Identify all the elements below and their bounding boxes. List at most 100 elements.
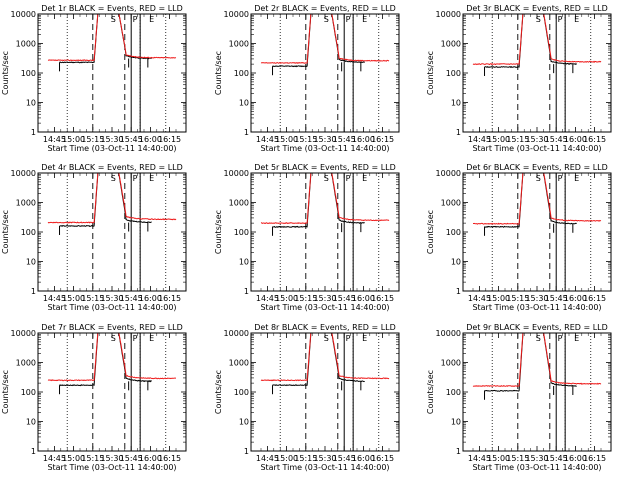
plot-area — [47, 333, 176, 451]
x-tick-label: 14:45 — [468, 135, 491, 144]
x-tick-label: 16:15 — [371, 294, 394, 303]
x-tick-label: 15:15 — [294, 454, 317, 463]
x-tick-label: 15:30 — [313, 294, 336, 303]
lld-series-line — [260, 333, 390, 382]
events-series-line — [484, 14, 577, 69]
chart-panel-6: Det 6r BLACK = Events, RED = LLD Counts/s… — [426, 163, 612, 312]
x-tick-label: 14:45 — [43, 294, 66, 303]
y-tick-label: 1000 — [229, 199, 249, 208]
y-tick-label: 10000 — [224, 10, 249, 19]
y-tick-label: 1000 — [229, 359, 249, 368]
x-axis-label: Start Time (03-Oct-11 14:40:00) — [472, 463, 601, 472]
marker-label: E — [149, 174, 154, 183]
y-tick-label: 1000 — [229, 40, 249, 49]
marker-label: E — [149, 334, 154, 343]
y-axis-label: Counts/sec — [1, 370, 10, 414]
plot-area — [472, 333, 602, 451]
y-tick-label: 10000 — [11, 169, 36, 178]
x-tick-label: 15:00 — [275, 294, 298, 303]
x-tick-label: 15:30 — [100, 454, 123, 463]
marker-label: P — [346, 334, 351, 343]
marker-label: P — [558, 174, 563, 183]
y-axis-label: Counts/sec — [214, 370, 223, 414]
x-tick-label: 14:45 — [43, 454, 66, 463]
x-tick-label: 16:00 — [564, 454, 587, 463]
marker-label: E — [362, 174, 367, 183]
y-tick-label: 10000 — [224, 169, 249, 178]
plot-area — [260, 333, 390, 451]
y-axis-label: Counts/sec — [426, 51, 435, 95]
x-tick-label: 15:15 — [506, 454, 529, 463]
x-tick-label: 15:45 — [333, 294, 356, 303]
x-tick-label: 14:45 — [468, 454, 491, 463]
x-tick-label: 15:00 — [487, 135, 510, 144]
marker-label: E — [149, 15, 154, 24]
x-tick-label: 15:15 — [294, 294, 317, 303]
marker-label: E — [362, 15, 367, 24]
x-tick-label: 15:30 — [525, 135, 548, 144]
y-tick-label: 1 — [456, 287, 461, 296]
chart-panel-1: Det 1r BLACK = Events, RED = LLD Counts/s… — [1, 4, 187, 153]
x-tick-label: 15:15 — [294, 135, 317, 144]
lld-series-line — [260, 173, 390, 225]
chart-panel-3: Det 3r BLACK = Events, RED = LLD Counts/s… — [426, 4, 612, 153]
y-axis-label: Counts/sec — [1, 51, 10, 95]
x-tick-label: 14:45 — [43, 135, 66, 144]
y-tick-label: 1000 — [441, 40, 461, 49]
lld-series-line — [473, 173, 602, 225]
x-tick-label: 15:45 — [120, 454, 143, 463]
y-tick-label: 1 — [244, 287, 249, 296]
x-axis-label: Start Time (03-Oct-11 14:40:00) — [472, 303, 601, 312]
x-axis-label: Start Time (03-Oct-11 14:40:00) — [260, 303, 389, 312]
x-tick-label: 16:00 — [139, 135, 162, 144]
chart-title: Det 9r BLACK = Events, RED = LLD — [466, 323, 608, 332]
y-tick-label: 10 — [26, 99, 36, 108]
events-series-line — [272, 173, 365, 228]
x-tick-label: 16:15 — [158, 454, 181, 463]
x-tick-label: 15:30 — [525, 454, 548, 463]
marker-label: E — [362, 334, 367, 343]
x-tick-label: 15:00 — [275, 454, 298, 463]
marker-label: S — [324, 15, 329, 24]
marker-label: E — [574, 15, 579, 24]
x-tick-label: 16:15 — [583, 454, 606, 463]
chart-panel-5: Det 5r BLACK = Events, RED = LLD Counts/s… — [214, 163, 400, 312]
marker-label: E — [574, 334, 579, 343]
lld-series-line — [47, 14, 177, 62]
plot-area — [472, 14, 602, 132]
y-tick-label: 1000 — [16, 199, 36, 208]
x-axis-label: Start Time (03-Oct-11 14:40:00) — [260, 463, 389, 472]
x-tick-label: 14:45 — [256, 135, 279, 144]
x-tick-label: 15:45 — [545, 454, 568, 463]
lld-series-line — [260, 14, 390, 64]
plot-area — [47, 173, 177, 291]
events-series-line — [59, 173, 152, 227]
chart-panel-7: Det 7r BLACK = Events, RED = LLD Counts/s… — [1, 323, 187, 472]
x-tick-label: 15:45 — [545, 294, 568, 303]
plot-frame — [462, 332, 612, 452]
x-tick-label: 16:00 — [352, 135, 375, 144]
y-tick-label: 10 — [239, 258, 249, 267]
y-tick-label: 1 — [31, 447, 36, 456]
x-tick-label: 15:00 — [275, 135, 298, 144]
x-tick-label: 15:45 — [120, 135, 143, 144]
x-tick-label: 15:15 — [81, 454, 104, 463]
x-axis-label: Start Time (03-Oct-11 14:40:00) — [47, 303, 176, 312]
y-tick-label: 1 — [31, 128, 36, 137]
x-axis-label: Start Time (03-Oct-11 14:40:00) — [47, 463, 176, 472]
marker-label: P — [346, 15, 351, 24]
y-tick-label: 100 — [234, 388, 249, 397]
y-tick-label: 10 — [451, 258, 461, 267]
x-tick-label: 16:00 — [139, 454, 162, 463]
chart-panel-4: Det 4r BLACK = Events, RED = LLD Counts/s… — [1, 163, 187, 312]
marker-label: P — [558, 334, 563, 343]
y-tick-label: 100 — [446, 69, 461, 78]
chart-title: Det 8r BLACK = Events, RED = LLD — [254, 323, 396, 332]
y-axis-label: Counts/sec — [214, 210, 223, 254]
chart-title: Det 6r BLACK = Events, RED = LLD — [466, 163, 608, 172]
lld-series-line — [47, 333, 176, 382]
marker-label: S — [536, 334, 541, 343]
chart-title: Det 7r BLACK = Events, RED = LLD — [41, 323, 183, 332]
